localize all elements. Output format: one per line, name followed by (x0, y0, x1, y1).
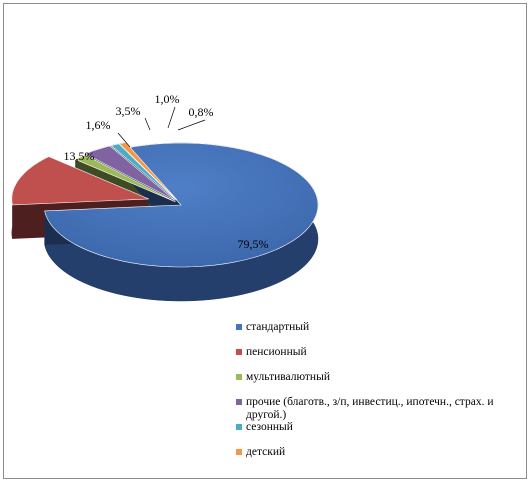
data-label-standard: 79,5% (238, 237, 269, 251)
data-label-children: 0,8% (189, 105, 214, 119)
pie-slice-multicurrency (74, 154, 176, 203)
data-label-multicurrency: 1,6% (86, 118, 111, 132)
pie-slice-pension (11, 156, 149, 206)
legend-label-children: детский (246, 446, 286, 458)
pie-slice-standard (44, 142, 319, 268)
legend-label-pension: пенсионный (246, 346, 307, 358)
legend-label-other: прочие (благотв., з/п, инвестиц., ипотеч… (246, 396, 494, 421)
data-label-pension: 13,5% (64, 149, 95, 163)
leader-line-0 (117, 132, 131, 148)
leader-line-1 (144, 117, 151, 131)
legend-label-seasonal: сезонный (246, 421, 293, 433)
legend-swatch-seasonal (236, 424, 242, 430)
pie-slice-seasonal (110, 143, 177, 201)
legend-label-standard: стандартный (246, 321, 310, 333)
legend-swatch-children (236, 449, 242, 455)
legend-label-multicurrency: мультивалютный (246, 371, 330, 383)
pie-data-labels: 79,5% 13,5% 1,6% 3,5% 1,0% 0,8% (64, 92, 269, 251)
legend-swatch-other (236, 399, 242, 405)
leader-line-3 (177, 119, 206, 131)
data-label-seasonal: 1,0% (155, 92, 180, 106)
legend-swatch-multicurrency (236, 374, 242, 380)
pie-slice-children (118, 142, 178, 201)
pie-tops (11, 142, 319, 268)
legend-swatch-pension (236, 349, 242, 355)
legend-swatch-standard (236, 324, 242, 330)
leader-line-2 (167, 106, 176, 129)
data-label-other: 3,5% (116, 104, 141, 118)
pie-slice-other (84, 145, 176, 201)
